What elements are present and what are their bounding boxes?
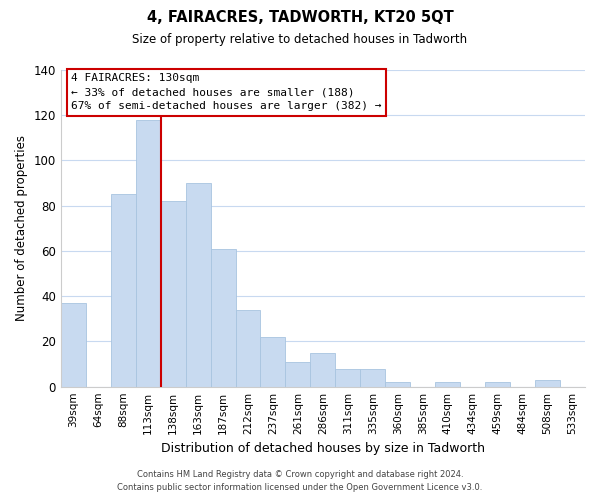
Bar — [61, 303, 86, 386]
Text: 4, FAIRACRES, TADWORTH, KT20 5QT: 4, FAIRACRES, TADWORTH, KT20 5QT — [146, 10, 454, 25]
Bar — [286, 362, 310, 386]
Bar — [136, 120, 161, 386]
Bar — [211, 248, 236, 386]
Bar — [236, 310, 260, 386]
Bar — [111, 194, 136, 386]
Text: Size of property relative to detached houses in Tadworth: Size of property relative to detached ho… — [133, 32, 467, 46]
Bar — [161, 201, 185, 386]
Bar — [185, 183, 211, 386]
Y-axis label: Number of detached properties: Number of detached properties — [15, 136, 28, 322]
Bar — [435, 382, 460, 386]
Text: 4 FAIRACRES: 130sqm
← 33% of detached houses are smaller (188)
67% of semi-detac: 4 FAIRACRES: 130sqm ← 33% of detached ho… — [71, 73, 382, 111]
Text: Contains HM Land Registry data © Crown copyright and database right 2024.
Contai: Contains HM Land Registry data © Crown c… — [118, 470, 482, 492]
Bar — [485, 382, 510, 386]
Bar — [310, 353, 335, 386]
Bar — [385, 382, 410, 386]
Bar — [335, 368, 361, 386]
Bar — [361, 368, 385, 386]
Bar — [260, 337, 286, 386]
X-axis label: Distribution of detached houses by size in Tadworth: Distribution of detached houses by size … — [161, 442, 485, 455]
Bar — [535, 380, 560, 386]
